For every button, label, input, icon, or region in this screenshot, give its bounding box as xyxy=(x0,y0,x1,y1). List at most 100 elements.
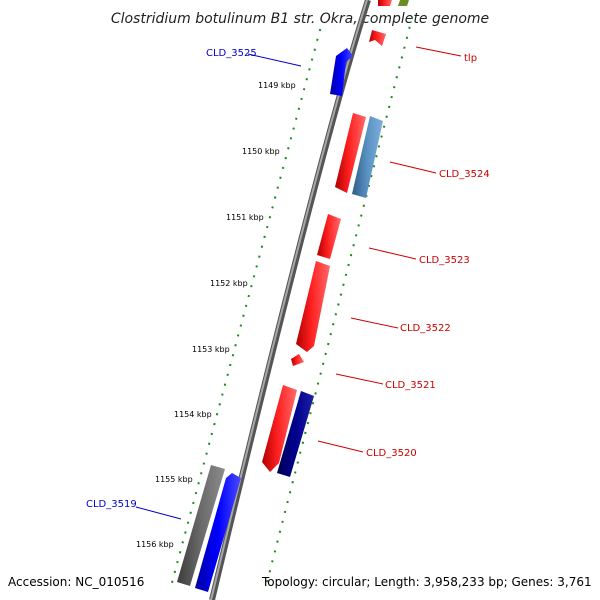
minor-tick-dot xyxy=(192,501,195,505)
minor-tick-dot xyxy=(283,510,287,514)
minor-tick-dot xyxy=(370,174,373,178)
minor-tick-dot xyxy=(239,324,243,327)
minor-tick-dot xyxy=(260,245,264,248)
minor-tick-dot xyxy=(295,117,298,120)
gene-feature-tlp xyxy=(369,30,386,46)
minor-tick-dot xyxy=(385,115,388,119)
gene-feature-top-red xyxy=(378,0,392,6)
minor-tick-dot xyxy=(266,225,269,229)
gene-label-CLD_3523[interactable]: CLD_3523 xyxy=(419,255,470,266)
minor-tick-dot xyxy=(367,184,371,188)
kbp-tick-label: 1156 kbp xyxy=(136,540,174,549)
gene-features xyxy=(177,0,409,592)
minor-tick-dot xyxy=(309,411,312,415)
leader-line-CLD_3520 xyxy=(317,440,364,453)
minor-tick-dot xyxy=(347,263,350,267)
gene-label-tlp[interactable]: tlp xyxy=(464,53,477,64)
minor-tick-dot xyxy=(279,176,282,180)
minor-tick-dot xyxy=(390,95,393,99)
minor-tick-dot xyxy=(313,48,316,51)
gene-label-CLD_3522[interactable]: CLD_3522 xyxy=(400,323,451,334)
leader-line-CLD_3524 xyxy=(389,161,437,174)
minor-tick-dot xyxy=(281,166,285,170)
minor-tick-dot xyxy=(362,204,365,207)
minor-tick-dot xyxy=(352,243,355,247)
minor-tick-dot xyxy=(342,283,345,286)
left-tick-track xyxy=(171,28,322,583)
minor-tick-dot xyxy=(213,422,216,426)
minor-tick-dot xyxy=(273,196,277,199)
gene-label-CLD_3519[interactable]: CLD_3519 xyxy=(86,499,137,510)
minor-tick-dot xyxy=(310,58,314,61)
minor-tick-dot xyxy=(178,550,182,554)
minor-tick-dot xyxy=(250,284,253,288)
minor-tick-dot xyxy=(291,481,294,484)
accession-text: Accession: NC_010516 xyxy=(8,575,144,589)
minor-tick-dot xyxy=(231,353,235,357)
minor-tick-dot xyxy=(408,26,411,30)
minor-tick-dot xyxy=(207,442,211,446)
minor-tick-dot xyxy=(268,570,272,573)
minor-tick-dot xyxy=(184,531,187,534)
gene-feature-gray xyxy=(177,465,225,586)
minor-tick-dot xyxy=(319,372,322,375)
minor-tick-dot xyxy=(316,382,320,385)
minor-tick-dot xyxy=(377,145,381,148)
minor-tick-dot xyxy=(278,530,282,533)
minor-tick-dot xyxy=(375,155,378,158)
minor-tick-dot xyxy=(334,313,338,316)
minor-tick-dot xyxy=(380,135,383,138)
minor-tick-dot xyxy=(337,303,340,306)
minor-tick-dot xyxy=(349,253,353,257)
minor-tick-dot xyxy=(287,147,290,150)
gene-feature-CLD_3524-b xyxy=(352,116,383,198)
minor-tick-dot xyxy=(221,393,224,396)
minor-tick-dot xyxy=(223,383,227,386)
minor-tick-dot xyxy=(332,323,335,326)
leader-line-CLD_3521 xyxy=(335,373,384,385)
minor-tick-dot xyxy=(186,521,190,524)
minor-tick-dot xyxy=(205,452,208,455)
gene-feature-CLD_3520-a xyxy=(262,385,297,472)
kbp-tick-label: 1150 kbp xyxy=(242,147,280,156)
minor-tick-dot xyxy=(281,520,284,524)
minor-tick-dot xyxy=(210,432,214,436)
leader-line-CLD_3519 xyxy=(135,506,182,520)
gene-label-CLD_3524[interactable]: CLD_3524 xyxy=(439,169,490,180)
gene-label-CLD_3520[interactable]: CLD_3520 xyxy=(366,448,417,459)
minor-tick-dot xyxy=(271,206,274,209)
minor-tick-dot xyxy=(308,68,311,71)
minor-tick-dot xyxy=(357,224,360,227)
minor-tick-dot xyxy=(173,570,177,574)
minor-tick-dot xyxy=(329,332,332,336)
minor-tick-dot xyxy=(387,105,391,109)
minor-tick-dot xyxy=(218,403,221,406)
gene-label-CLD_3521[interactable]: CLD_3521 xyxy=(385,380,436,391)
minor-tick-dot xyxy=(268,215,272,219)
minor-tick-dot xyxy=(327,342,330,346)
topology-text: Topology: circular; Length: 3,958,233 bp… xyxy=(261,575,592,589)
minor-tick-dot xyxy=(306,421,310,425)
gene-feature-CLD_3523 xyxy=(317,214,341,259)
kbp-tick-label: 1154 kbp xyxy=(174,410,212,419)
minor-tick-dot xyxy=(263,235,266,239)
right-tick-track xyxy=(266,16,414,583)
gene-feature-CLD_3524-a xyxy=(335,113,366,193)
minor-tick-dot xyxy=(202,462,206,465)
gene-label-CLD_3525[interactable]: CLD_3525 xyxy=(206,48,257,59)
minor-tick-dot xyxy=(284,156,287,160)
minor-tick-dot xyxy=(236,334,240,337)
gene-feature-CLD_3522 xyxy=(296,261,330,352)
minor-tick-dot xyxy=(296,461,299,464)
minor-tick-dot xyxy=(171,580,174,583)
leader-line-CLD_3522 xyxy=(350,317,399,329)
minor-tick-dot xyxy=(181,541,184,544)
minor-tick-dot xyxy=(301,441,305,445)
gene-feature-top-olive xyxy=(398,0,409,6)
minor-tick-dot xyxy=(300,97,303,101)
minor-tick-dot xyxy=(229,363,232,367)
minor-tick-dot xyxy=(194,491,198,495)
minor-tick-dot xyxy=(398,66,401,69)
minor-tick-dot xyxy=(299,451,302,454)
